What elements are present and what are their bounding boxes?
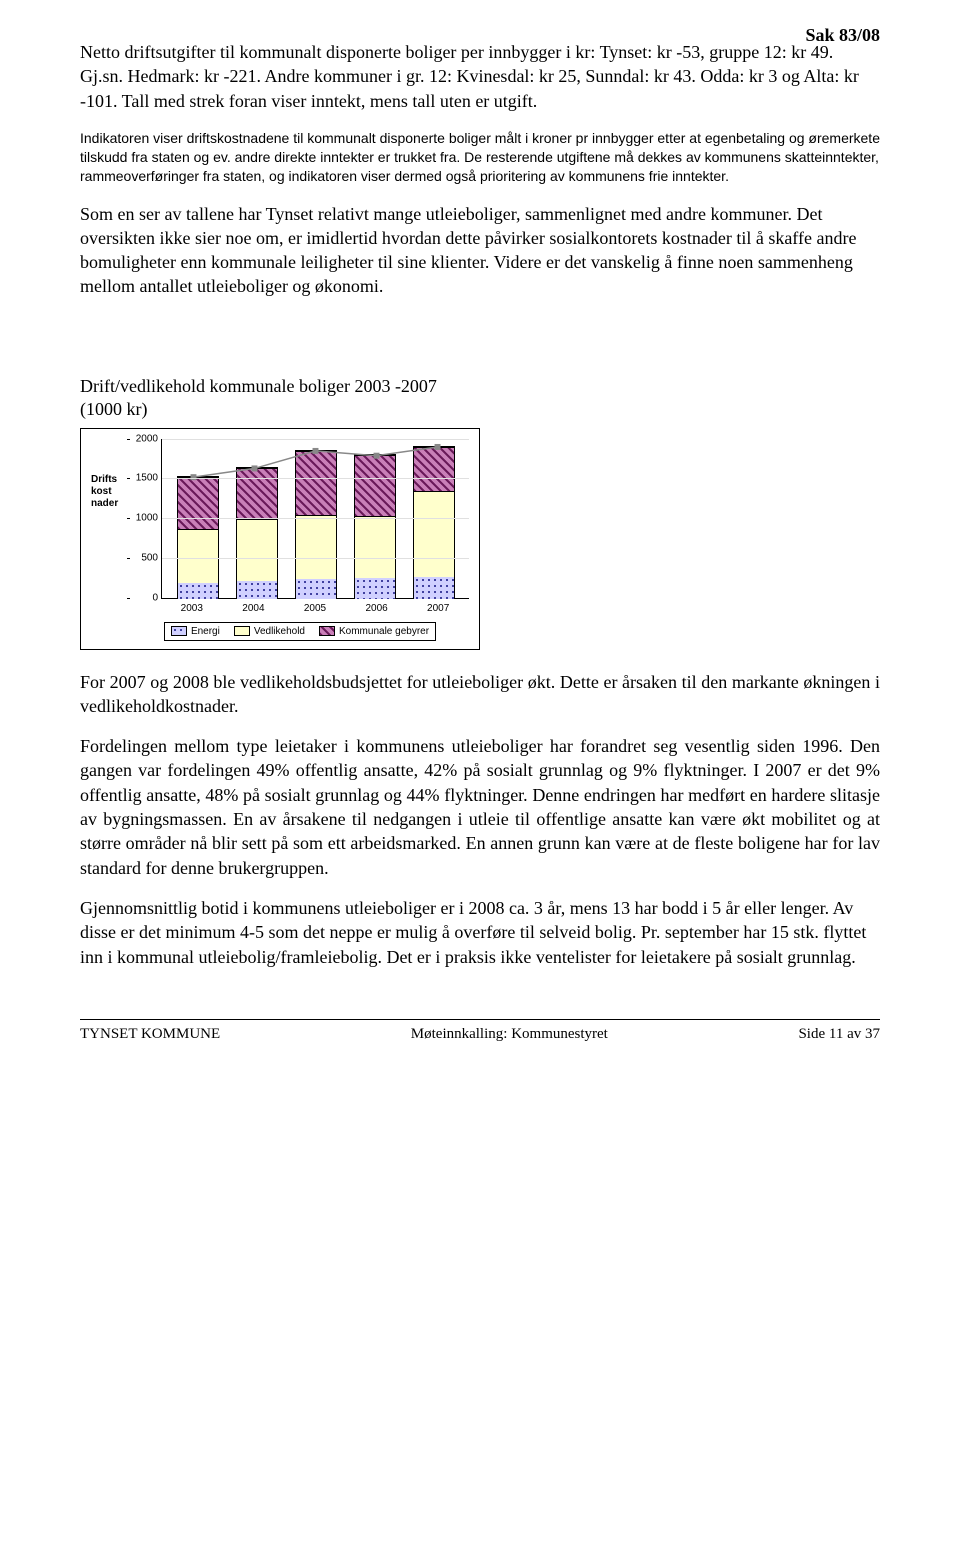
paragraph-5: Fordelingen mellom type leietaker i komm… xyxy=(80,734,880,880)
y-tick-label: 0 xyxy=(152,592,158,603)
x-tick-label: 2004 xyxy=(242,603,264,614)
legend-item-vedlikehold: Vedlikehold xyxy=(234,626,305,637)
chart-bar xyxy=(413,446,455,598)
chart-container: Drifts kost nader 0500100015002000 20032… xyxy=(80,428,480,650)
chart-plot-area: 0500100015002000 xyxy=(161,439,469,599)
ylabel-line: Drifts xyxy=(91,474,117,486)
y-tick-label: 1500 xyxy=(136,473,158,484)
paragraph-3: Som en ser av tallene har Tynset relativ… xyxy=(80,202,880,299)
legend-label: Kommunale gebyrer xyxy=(339,626,429,637)
x-tick-label: 2005 xyxy=(304,603,326,614)
y-tick-label: 1000 xyxy=(136,513,158,524)
chart-bar xyxy=(236,467,278,597)
chart-bar xyxy=(295,450,337,598)
x-tick-label: 2007 xyxy=(427,603,449,614)
legend-swatch xyxy=(319,626,335,636)
legend-swatch xyxy=(234,626,250,636)
legend-item-energi: Energi xyxy=(171,626,220,637)
legend-swatch xyxy=(171,626,187,636)
chart-x-labels: 2003 2004 2005 2006 2007 xyxy=(161,603,469,614)
chart-y-axis-label: Drifts kost nader xyxy=(91,439,131,641)
paragraph-1: Netto driftsutgifter til kommunalt dispo… xyxy=(80,40,880,113)
footer-center: Møteinnkalling: Kommunestyret xyxy=(411,1026,608,1043)
legend-item-gebyrer: Kommunale gebyrer xyxy=(319,626,429,637)
chart-title: Drift/vedlikehold kommunale boliger 2003… xyxy=(80,376,437,396)
chart-subtitle: (1000 kr) xyxy=(80,399,147,419)
x-tick-label: 2006 xyxy=(365,603,387,614)
y-tick-label: 2000 xyxy=(136,433,158,444)
x-tick-label: 2003 xyxy=(181,603,203,614)
paragraph-2-fine: Indikatoren viser driftskostnadene til k… xyxy=(80,129,880,186)
chart-legend: Energi Vedlikehold Kommunale gebyrer xyxy=(164,622,436,641)
page-header-sak: Sak 83/08 xyxy=(805,25,880,46)
page-footer: TYNSET KOMMUNE Møteinnkalling: Kommunest… xyxy=(80,1019,880,1043)
paragraph-4: For 2007 og 2008 ble vedlikeholdsbudsjet… xyxy=(80,670,880,719)
ylabel-line: kost xyxy=(91,486,112,498)
paragraph-6: Gjennomsnittlig botid i kommunens utleie… xyxy=(80,896,880,969)
legend-label: Energi xyxy=(191,626,220,637)
ylabel-line: nader xyxy=(91,498,118,510)
y-tick-label: 500 xyxy=(141,552,158,563)
chart-bar xyxy=(177,476,219,598)
chart-bar xyxy=(354,454,396,597)
legend-label: Vedlikehold xyxy=(254,626,305,637)
footer-right: Side 11 av 37 xyxy=(798,1026,880,1043)
chart-title-block: Drift/vedlikehold kommunale boliger 2003… xyxy=(80,375,880,422)
footer-left: TYNSET KOMMUNE xyxy=(80,1026,220,1043)
